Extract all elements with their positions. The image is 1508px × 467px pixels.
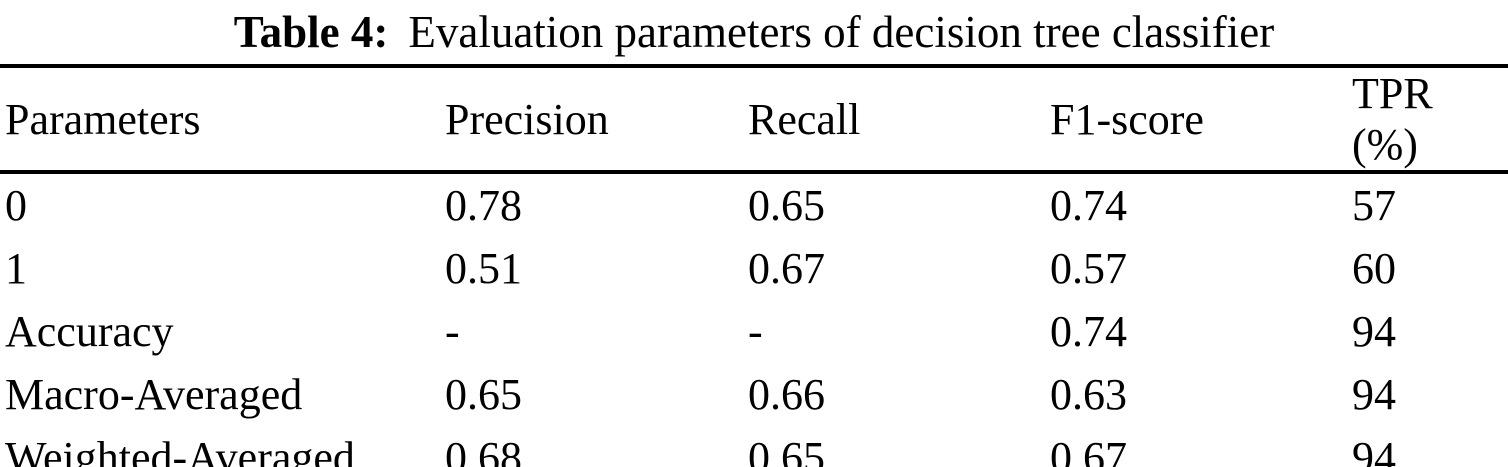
table-caption-label: Table 4: <box>233 7 389 57</box>
evaluation-table: Parameters Precision Recall F1-score TPR… <box>0 64 1508 467</box>
table-caption-text: Evaluation parameters of decision tree c… <box>408 7 1275 57</box>
table-cell: Weighted-Averaged <box>5 433 355 467</box>
header-cell-f1-score: F1-score <box>1050 66 1352 174</box>
table-cell: - <box>445 307 460 356</box>
table-cell: 0.67 <box>748 244 825 293</box>
table-cell: 0.65 <box>748 433 825 467</box>
header-cell-recall: Recall <box>748 66 1050 174</box>
table-caption: Table 4: Evaluation parameters of decisi… <box>0 0 1508 64</box>
table-cell: 0.66 <box>748 370 825 419</box>
table-cell: 0.74 <box>1050 307 1127 356</box>
table-row-0: 0 0.78 0.65 0.74 57 <box>0 172 1508 237</box>
table-cell: Accuracy <box>5 307 174 356</box>
table-row-1: 1 0.51 0.67 0.57 60 <box>0 237 1508 300</box>
table-cell: 0.78 <box>445 181 522 230</box>
table-cell: 60 <box>1352 244 1396 293</box>
table-cell: 0 <box>5 181 27 230</box>
table-cell: 94 <box>1352 370 1396 419</box>
header-row: Parameters Precision Recall F1-score TPR… <box>0 66 1508 174</box>
table-cell: 0.67 <box>1050 433 1127 467</box>
table-cell: 0.65 <box>748 181 825 230</box>
table-cell: 94 <box>1352 433 1396 467</box>
table-row-macro-averaged: Macro-Averaged 0.65 0.66 0.63 94 <box>0 363 1508 426</box>
table-cell: 57 <box>1352 181 1396 230</box>
table-row-weighted-averaged: Weighted-Averaged 0.68 0.65 0.67 94 <box>0 426 1508 467</box>
table-cell: 94 <box>1352 307 1396 356</box>
table-cell: 0.63 <box>1050 370 1127 419</box>
header-cell-parameters: Parameters <box>0 66 445 174</box>
table-row-accuracy: Accuracy - - 0.74 94 <box>0 300 1508 363</box>
table-cell: 0.74 <box>1050 181 1127 230</box>
table-cell: 0.65 <box>445 370 522 419</box>
table-cell: 0.68 <box>445 433 522 467</box>
table-cell: Macro-Averaged <box>5 370 303 419</box>
table-cell: 0.51 <box>445 244 522 293</box>
header-cell-tpr: TPR (%) <box>1352 66 1508 174</box>
table-cell: 0.57 <box>1050 244 1127 293</box>
table-cell: 1 <box>5 244 27 293</box>
table-cell: - <box>748 307 763 356</box>
header-cell-precision: Precision <box>445 66 748 174</box>
